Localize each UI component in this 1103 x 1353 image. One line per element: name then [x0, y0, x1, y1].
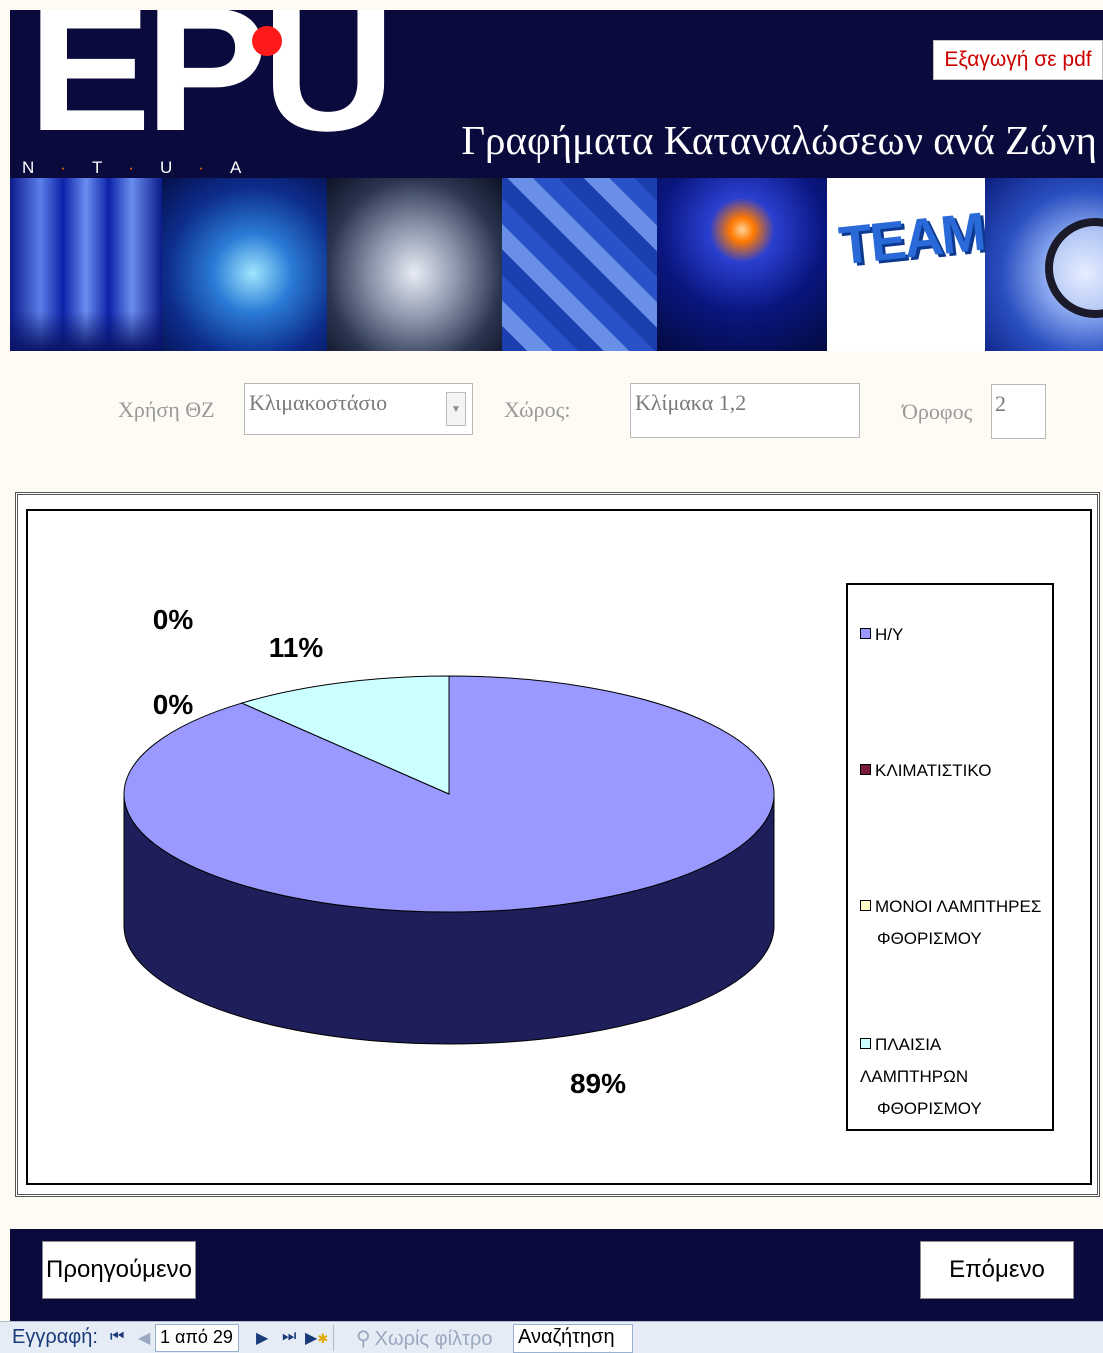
banner-team-text: TEAM	[836, 201, 985, 277]
banner-globe-image	[162, 178, 327, 351]
banner-world-map-image	[327, 178, 502, 351]
logo-text: EPU	[28, 10, 395, 168]
record-position-field[interactable]: 1 από 29	[155, 1324, 239, 1352]
logo-letter-u: U	[160, 158, 199, 177]
epu-logo: EPU	[22, 10, 395, 172]
usage-select[interactable]: Κλιμακοστάσιο ▼	[244, 383, 473, 435]
page-title: Γραφήματα Καταναλώσεων ανά Ζώνη	[461, 117, 1097, 163]
legend-swatch	[860, 1038, 871, 1049]
logo-letter-n: N	[22, 158, 61, 177]
pie-data-label-κλιματιστικο: 0%	[153, 689, 194, 720]
legend-item-η-υ: Η/Υ	[860, 619, 1050, 651]
navigation-bar: Προηγούμενο Επόμενο	[10, 1229, 1103, 1321]
legend-label: ΚΛΙΜΑΤΙΣΤΙΚΟ	[875, 761, 992, 780]
banner-magnifier-image	[985, 178, 1103, 351]
pie-slice-πλαισια-λαμπτηρων-φθορισμου	[240, 675, 450, 795]
chart-legend: Η/Υ ΚΛΙΜΑΤΙΣΤΙΚΟ ΜΟΝΟΙ ΛΑΜΠΤΗΡΕΣ ΦΘΟΡΙΣΜΟΥ Π…	[846, 583, 1054, 1131]
record-navigator: Εγγραφή: ⏮ ◀ 1 από 29 ▶ ⏭ ▶✱ ⚲ Χωρίς φίλτ…	[0, 1321, 1103, 1353]
legend-item-μονοι-λαμπτηρες-φθορισμου: ΜΟΝΟΙ ΛΑΜΠΤΗΡΕΣ ΦΘΟΡΙΣΜΟΥ	[860, 891, 1050, 955]
pie-data-label-η-υ: 89%	[570, 1068, 626, 1099]
usage-label: Χρήση ΘΖ	[118, 397, 215, 422]
legend-item-κλιματιστικο: ΚΛΙΜΑΤΙΣΤΙΚΟ	[860, 755, 1050, 787]
app-header: EPU N·T·U·A Εξαγωγή σε pdf Γραφήματα Κατ…	[10, 10, 1103, 178]
search-input[interactable]: Αναζήτηση	[513, 1324, 633, 1353]
export-pdf-button[interactable]: Εξαγωγή σε pdf	[933, 40, 1103, 80]
legend-swatch	[860, 628, 871, 639]
pie-data-label-μονοι-λαμπτηρες-φθορισμου: 0%	[153, 604, 194, 635]
filter-status[interactable]: ⚲ Χωρίς φίλτρο	[356, 1326, 492, 1351]
chart-area: 89% 0% 0% 11% Η/Υ ΚΛΙΜΑΤΙΣΤΙΚΟ ΜΟΝΟΙ ΛΑΜΠΤΗΡΕ…	[26, 509, 1092, 1185]
new-record-icon[interactable]: ▶✱	[305, 1330, 329, 1347]
logo-letter-a: A	[229, 158, 268, 177]
legend-item-πλαισια-λαμπτηρων-φθορισμου: ΠΛΑΙΣΙΑ ΛΑΜΠΤΗΡΩΝ ΦΘΟΡΙΣΜΟΥ	[860, 1029, 1050, 1125]
logo-red-dot	[252, 26, 282, 56]
legend-swatch	[860, 900, 871, 911]
logo-letter-t: T	[91, 158, 129, 177]
record-label: Εγγραφή:	[12, 1326, 98, 1348]
filter-icon: ⚲	[356, 1328, 371, 1350]
pie-top-group	[123, 675, 775, 913]
banner-puzzle-image	[502, 178, 657, 351]
previous-button[interactable]: Προηγούμενο	[42, 1241, 196, 1299]
room-field[interactable]: Κλίμακα 1,2	[630, 383, 860, 438]
chevron-down-icon[interactable]: ▼	[446, 392, 466, 426]
legend-label: ΜΟΝΟΙ ΛΑΜΠΤΗΡΕΣ	[875, 897, 1042, 916]
legend-label: ΦΘΟΡΙΣΜΟΥ	[877, 929, 982, 948]
first-record-icon[interactable]: ⏮	[110, 1328, 125, 1345]
floor-field[interactable]: 2	[991, 384, 1046, 439]
floor-label: Όροφος	[902, 399, 973, 424]
filter-bar: Χρήση ΘΖ Κλιμακοστάσιο ▼ Χώρος: Κλίμακα …	[10, 351, 1103, 471]
filter-status-text: Χωρίς φίλτρο	[374, 1328, 493, 1350]
legend-label: ΠΛΑΙΣΙΑ ΛΑΜΠΤΗΡΩΝ	[860, 1035, 969, 1086]
banner-light-tunnel-image	[657, 178, 827, 351]
legend-label: Η/Υ	[875, 625, 904, 644]
next-record-icon[interactable]: ▶	[256, 1330, 269, 1347]
last-record-icon[interactable]: ⏭	[282, 1328, 297, 1345]
legend-label: ΦΘΟΡΙΣΜΟΥ	[877, 1099, 982, 1118]
magnifier-icon	[1045, 218, 1103, 318]
navigator-divider	[333, 1325, 334, 1351]
legend-swatch	[860, 764, 871, 775]
previous-record-icon[interactable]: ◀	[138, 1330, 151, 1347]
room-label: Χώρος:	[504, 397, 571, 422]
header-banner: TEAM	[10, 178, 1103, 351]
banner-columns-image	[10, 178, 162, 351]
next-button[interactable]: Επόμενο	[920, 1241, 1074, 1299]
pie-labels-group: 89% 0% 0% 11%	[153, 604, 626, 1099]
usage-select-value: Κλιμακοστάσιο	[249, 390, 388, 415]
pie-chart: 89% 0% 0% 11%	[123, 604, 775, 1099]
pie-data-label-πλαισια-λαμπτηρων-φθορισμου: 11%	[269, 632, 324, 663]
logo-subtitle: N·T·U·A	[22, 158, 268, 177]
banner-team-image: TEAM	[827, 178, 985, 351]
chart-frame: 89% 0% 0% 11% Η/Υ ΚΛΙΜΑΤΙΣΤΙΚΟ ΜΟΝΟΙ ΛΑΜΠΤΗΡΕ…	[15, 492, 1100, 1197]
